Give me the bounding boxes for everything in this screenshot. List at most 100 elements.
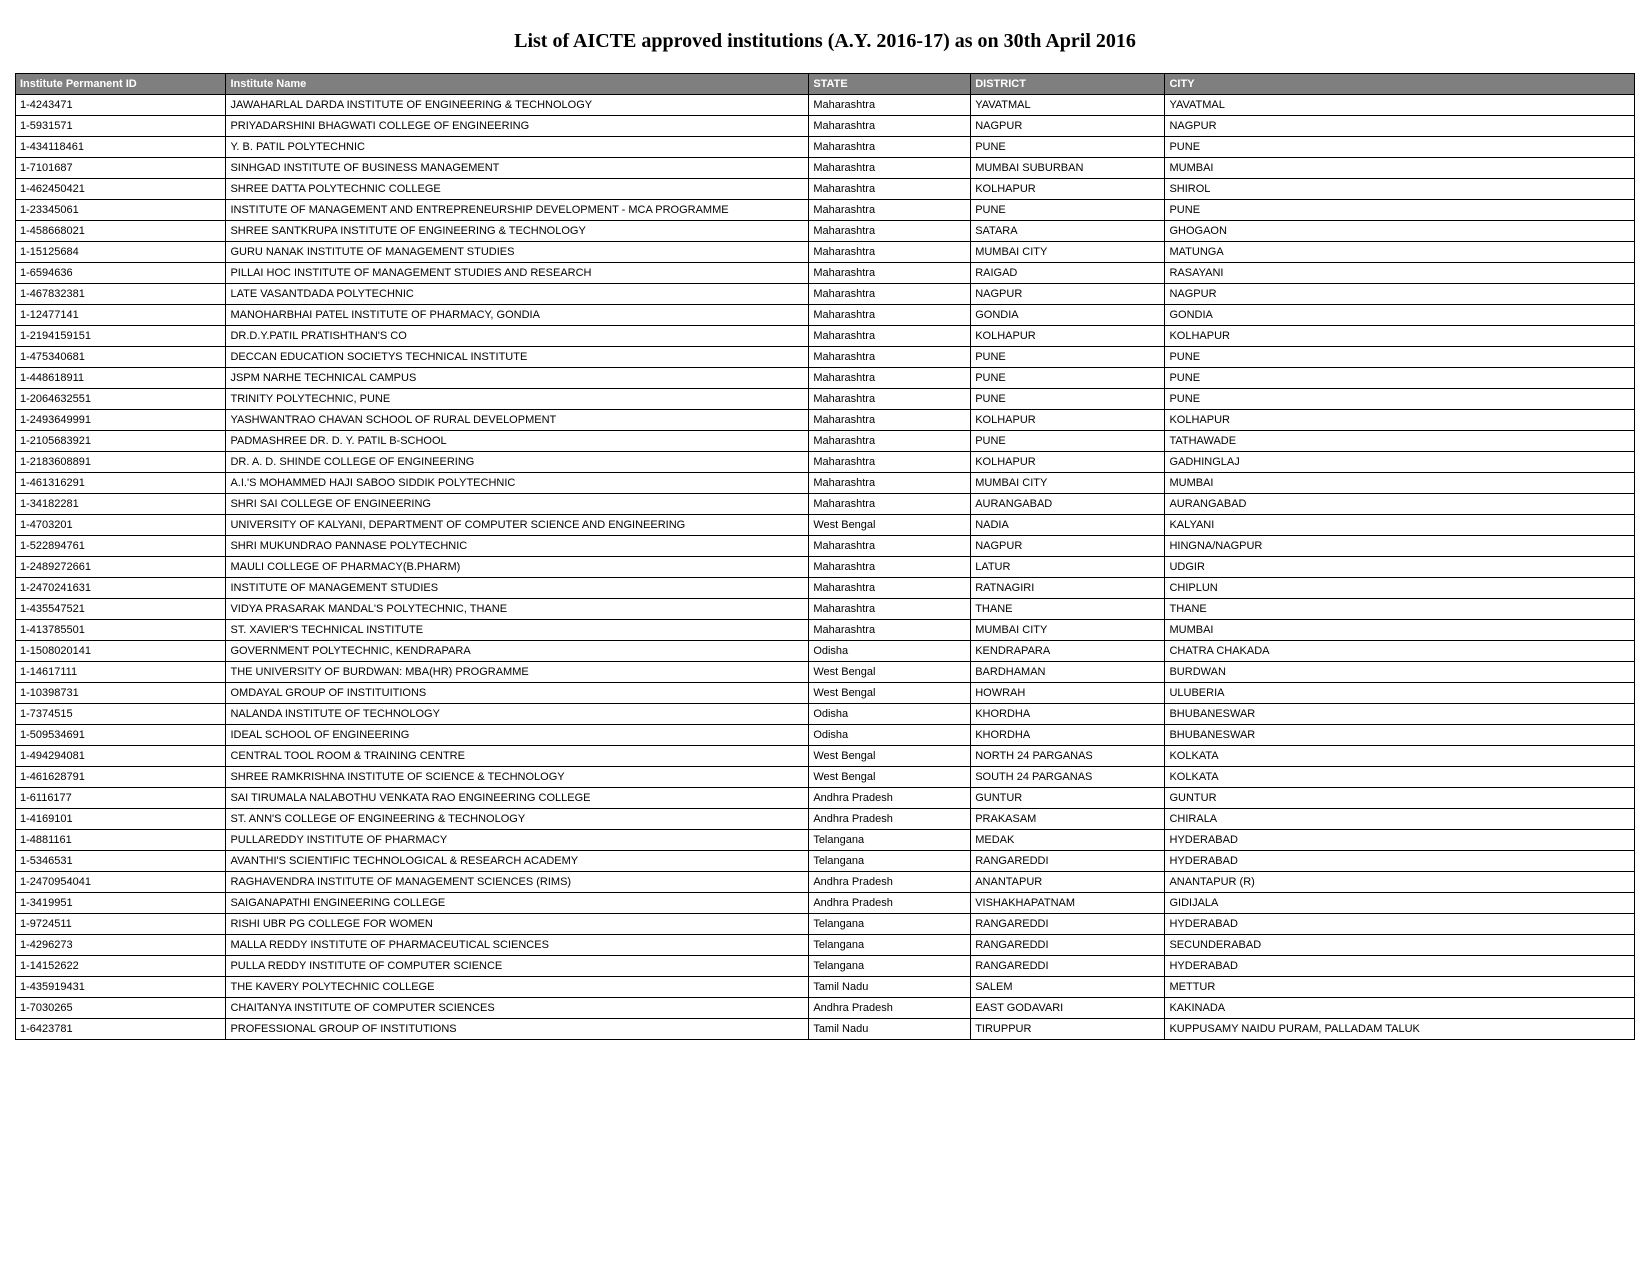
table-cell: DR.D.Y.PATIL PRATISHTHAN'S CO bbox=[226, 326, 809, 347]
table-cell: Maharashtra bbox=[809, 200, 971, 221]
table-row: 1-3419951SAIGANAPATHI ENGINEERING COLLEG… bbox=[16, 893, 1635, 914]
table-cell: Maharashtra bbox=[809, 326, 971, 347]
table-cell: JAWAHARLAL DARDA INSTITUTE OF ENGINEERIN… bbox=[226, 95, 809, 116]
table-cell: PUNE bbox=[1165, 200, 1635, 221]
table-cell: SHREE RAMKRISHNA INSTITUTE OF SCIENCE & … bbox=[226, 767, 809, 788]
table-cell: 1-4881161 bbox=[16, 830, 226, 851]
table-cell: ANANTAPUR bbox=[971, 872, 1165, 893]
table-cell: KOLKATA bbox=[1165, 767, 1635, 788]
table-cell: 1-34182281 bbox=[16, 494, 226, 515]
table-cell: 1-448618911 bbox=[16, 368, 226, 389]
table-cell: LATE VASANTDADA POLYTECHNIC bbox=[226, 284, 809, 305]
table-cell: HOWRAH bbox=[971, 683, 1165, 704]
table-cell: HYDERABAD bbox=[1165, 914, 1635, 935]
table-cell: UNIVERSITY OF KALYANI, DEPARTMENT OF COM… bbox=[226, 515, 809, 536]
table-cell: 1-2470954041 bbox=[16, 872, 226, 893]
table-cell: METTUR bbox=[1165, 977, 1635, 998]
table-cell: BHUBANESWAR bbox=[1165, 704, 1635, 725]
table-cell: PUNE bbox=[971, 137, 1165, 158]
table-row: 1-4169101ST. ANN'S COLLEGE OF ENGINEERIN… bbox=[16, 809, 1635, 830]
table-cell: PUNE bbox=[1165, 368, 1635, 389]
table-cell: 1-494294081 bbox=[16, 746, 226, 767]
table-cell: Maharashtra bbox=[809, 557, 971, 578]
table-row: 1-448618911JSPM NARHE TECHNICAL CAMPUSMa… bbox=[16, 368, 1635, 389]
table-cell: GHOGAON bbox=[1165, 221, 1635, 242]
table-cell: PILLAI HOC INSTITUTE OF MANAGEMENT STUDI… bbox=[226, 263, 809, 284]
table-cell: 1-4243471 bbox=[16, 95, 226, 116]
table-cell: NAGPUR bbox=[971, 536, 1165, 557]
table-cell: 1-2194159151 bbox=[16, 326, 226, 347]
table-cell: Odisha bbox=[809, 704, 971, 725]
table-cell: 1-6423781 bbox=[16, 1019, 226, 1040]
table-cell: MATUNGA bbox=[1165, 242, 1635, 263]
table-row: 1-2470954041RAGHAVENDRA INSTITUTE OF MAN… bbox=[16, 872, 1635, 893]
table-cell: SAIGANAPATHI ENGINEERING COLLEGE bbox=[226, 893, 809, 914]
table-cell: SHREE DATTA POLYTECHNIC COLLEGE bbox=[226, 179, 809, 200]
table-cell: 1-3419951 bbox=[16, 893, 226, 914]
table-cell: NADIA bbox=[971, 515, 1165, 536]
table-cell: VISHAKHAPATNAM bbox=[971, 893, 1165, 914]
table-cell: 1-413785501 bbox=[16, 620, 226, 641]
table-cell: Telangana bbox=[809, 851, 971, 872]
table-cell: EAST GODAVARI bbox=[971, 998, 1165, 1019]
table-cell: THANE bbox=[971, 599, 1165, 620]
table-cell: ST. XAVIER'S TECHNICAL INSTITUTE bbox=[226, 620, 809, 641]
table-cell: GUNTUR bbox=[971, 788, 1165, 809]
table-cell: UDGIR bbox=[1165, 557, 1635, 578]
table-row: 1-4703201UNIVERSITY OF KALYANI, DEPARTME… bbox=[16, 515, 1635, 536]
table-row: 1-467832381LATE VASANTDADA POLYTECHNICMa… bbox=[16, 284, 1635, 305]
table-cell: ST. ANN'S COLLEGE OF ENGINEERING & TECHN… bbox=[226, 809, 809, 830]
table-cell: Maharashtra bbox=[809, 221, 971, 242]
table-cell: IDEAL SCHOOL OF ENGINEERING bbox=[226, 725, 809, 746]
table-cell: AVANTHI'S SCIENTIFIC TECHNOLOGICAL & RES… bbox=[226, 851, 809, 872]
table-row: 1-15125684GURU NANAK INSTITUTE OF MANAGE… bbox=[16, 242, 1635, 263]
table-cell: Tamil Nadu bbox=[809, 977, 971, 998]
table-cell: HYDERABAD bbox=[1165, 830, 1635, 851]
table-cell: RAIGAD bbox=[971, 263, 1165, 284]
table-cell: 1-7101687 bbox=[16, 158, 226, 179]
table-cell: RATNAGIRI bbox=[971, 578, 1165, 599]
table-cell: CHIRALA bbox=[1165, 809, 1635, 830]
table-row: 1-461316291A.I.'S MOHAMMED HAJI SABOO SI… bbox=[16, 473, 1635, 494]
table-cell: YAVATMAL bbox=[971, 95, 1165, 116]
table-cell: 1-14152622 bbox=[16, 956, 226, 977]
table-cell: SHRI SAI COLLEGE OF ENGINEERING bbox=[226, 494, 809, 515]
table-cell: SHIROL bbox=[1165, 179, 1635, 200]
table-cell: Odisha bbox=[809, 725, 971, 746]
col-header-state: STATE bbox=[809, 74, 971, 95]
table-cell: TRINITY POLYTECHNIC, PUNE bbox=[226, 389, 809, 410]
table-cell: PADMASHREE DR. D. Y. PATIL B-SCHOOL bbox=[226, 431, 809, 452]
table-cell: PUNE bbox=[971, 431, 1165, 452]
table-cell: West Bengal bbox=[809, 662, 971, 683]
table-row: 1-434118461Y. B. PATIL POLYTECHNICMahara… bbox=[16, 137, 1635, 158]
table-cell: 1-4296273 bbox=[16, 935, 226, 956]
table-cell: TATHAWADE bbox=[1165, 431, 1635, 452]
table-row: 1-6423781PROFESSIONAL GROUP OF INSTITUTI… bbox=[16, 1019, 1635, 1040]
table-cell: Y. B. PATIL POLYTECHNIC bbox=[226, 137, 809, 158]
table-cell: AURANGABAD bbox=[1165, 494, 1635, 515]
table-cell: RISHI UBR PG COLLEGE FOR WOMEN bbox=[226, 914, 809, 935]
table-cell: GUNTUR bbox=[1165, 788, 1635, 809]
table-row: 1-4296273MALLA REDDY INSTITUTE OF PHARMA… bbox=[16, 935, 1635, 956]
table-row: 1-6116177SAI TIRUMALA NALABOTHU VENKATA … bbox=[16, 788, 1635, 809]
table-row: 1-413785501ST. XAVIER'S TECHNICAL INSTIT… bbox=[16, 620, 1635, 641]
table-cell: SATARA bbox=[971, 221, 1165, 242]
table-cell: RASAYANI bbox=[1165, 263, 1635, 284]
table-row: 1-475340681DECCAN EDUCATION SOCIETYS TEC… bbox=[16, 347, 1635, 368]
table-cell: Maharashtra bbox=[809, 536, 971, 557]
table-cell: PROFESSIONAL GROUP OF INSTITUTIONS bbox=[226, 1019, 809, 1040]
table-cell: 1-462450421 bbox=[16, 179, 226, 200]
table-cell: PUNE bbox=[1165, 389, 1635, 410]
table-row: 1-6594636PILLAI HOC INSTITUTE OF MANAGEM… bbox=[16, 263, 1635, 284]
table-cell: GONDIA bbox=[1165, 305, 1635, 326]
table-cell: 1-2493649991 bbox=[16, 410, 226, 431]
table-cell: GURU NANAK INSTITUTE OF MANAGEMENT STUDI… bbox=[226, 242, 809, 263]
table-row: 1-14617111THE UNIVERSITY OF BURDWAN: MBA… bbox=[16, 662, 1635, 683]
table-cell: PRIYADARSHINI BHAGWATI COLLEGE OF ENGINE… bbox=[226, 116, 809, 137]
table-cell: Maharashtra bbox=[809, 179, 971, 200]
table-cell: KOLHAPUR bbox=[971, 179, 1165, 200]
table-cell: MALLA REDDY INSTITUTE OF PHARMACEUTICAL … bbox=[226, 935, 809, 956]
table-cell: PUNE bbox=[971, 347, 1165, 368]
table-row: 1-435919431THE KAVERY POLYTECHNIC COLLEG… bbox=[16, 977, 1635, 998]
table-cell: RANGAREDDI bbox=[971, 914, 1165, 935]
